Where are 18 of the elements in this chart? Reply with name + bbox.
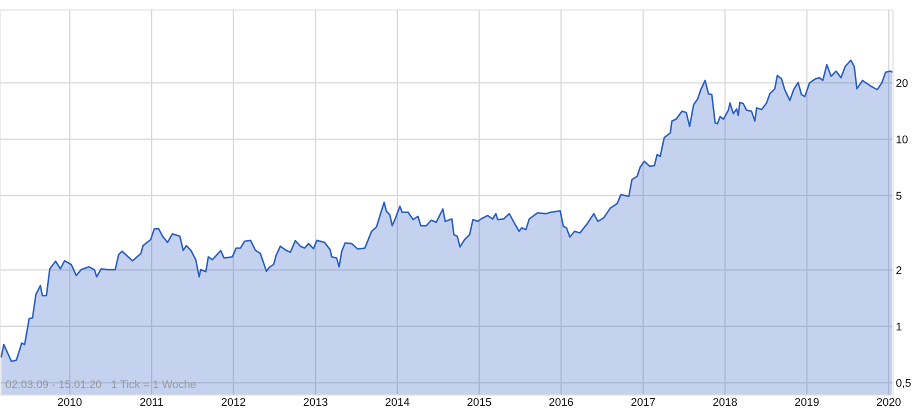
y-tick-label: 0,5 bbox=[896, 379, 911, 388]
y-tick-label: 5 bbox=[896, 192, 902, 200]
x-tick-label: 2010 bbox=[58, 398, 82, 406]
x-tick-label: 2014 bbox=[386, 398, 410, 406]
y-tick-label: 1 bbox=[896, 322, 902, 330]
x-tick-label: 2020 bbox=[876, 398, 901, 406]
y-tick-label: 20 bbox=[896, 79, 908, 87]
x-tick-label: 2018 bbox=[713, 398, 737, 406]
x-tick-label: 2016 bbox=[549, 398, 573, 406]
y-tick-label: 2 bbox=[896, 266, 902, 274]
x-tick-label: 2019 bbox=[795, 398, 819, 406]
y-tick-label: 10 bbox=[896, 135, 908, 144]
x-tick-label: 2012 bbox=[222, 398, 246, 406]
x-tick-label: 2015 bbox=[467, 398, 492, 406]
x-tick-label: 2017 bbox=[631, 398, 655, 406]
annotation: 02.03.09 - 15.01.20 1 Tick = 1 Woche bbox=[6, 380, 196, 388]
x-tick-label: 2011 bbox=[140, 398, 164, 406]
x-tick-label: 2013 bbox=[304, 398, 328, 406]
